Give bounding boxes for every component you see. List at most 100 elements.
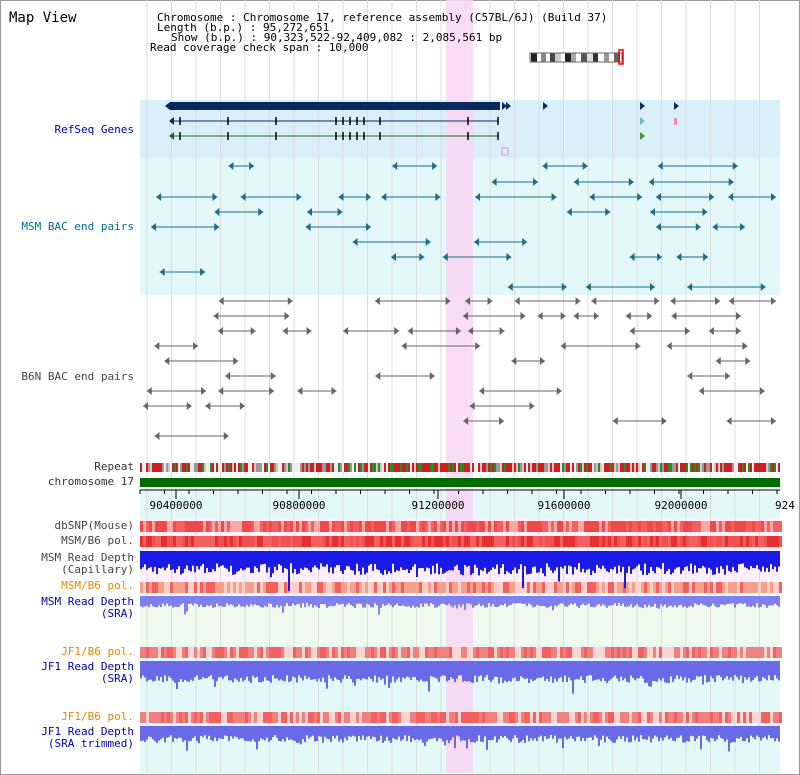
depth-bar [248,661,250,681]
pol-cell [680,536,683,547]
depth-bar [146,596,148,606]
pol-cell [701,521,704,532]
track-label-msm-depth-sra-1[interactable]: MSM Read Depth [41,595,134,608]
depth-bar [480,551,482,570]
track-label-jf1-depth-trim-1[interactable]: JF1 Read Depth [41,725,134,738]
depth-bar [728,596,730,604]
pol-cell [767,521,770,532]
pol-cell [362,712,365,723]
depth-bar [354,726,356,737]
depth-bar [554,726,556,736]
pol-cell [746,647,749,658]
depth-bar [432,596,434,605]
repeat-element [284,463,286,472]
pol-cell [716,521,719,532]
pol-cell [623,712,626,723]
pol-cell [725,536,728,547]
depth-bar [216,551,218,564]
bac-end-left [143,402,149,410]
depth-bar [192,551,194,566]
depth-bar [728,726,730,752]
depth-bar [224,661,226,677]
pol-cell [296,647,299,658]
depth-bar [726,726,728,740]
coverage-value: 10,000 [328,41,369,54]
pol-cell [539,647,542,658]
pol-cell [233,712,236,723]
pol-cell [674,647,677,658]
depth-bar [156,661,158,676]
depth-bar [614,551,616,567]
bac-end-left [670,297,676,305]
depth-bar [776,551,778,572]
depth-bar [528,551,530,575]
pol-cell [395,521,398,532]
bac-end-right [269,387,275,395]
pol-cell [638,647,641,658]
track-label-msm-b6-pol-1[interactable]: MSM/B6 pol. [61,534,134,547]
pol-cell [548,582,551,593]
depth-bar [150,661,152,680]
pol-cell [629,712,632,723]
pol-cell [770,712,773,723]
repeat-element [738,463,740,472]
pol-cell [644,521,647,532]
track-label-b6n-bac[interactable]: B6N BAC end pairs [21,370,134,383]
pol-cell [728,536,731,547]
pol-cell [215,582,218,593]
track-label-jf1-b6-pol-2[interactable]: JF1/B6 pol. [61,710,134,723]
depth-bar [210,596,212,606]
depth-bar [560,596,562,604]
ideogram-band [581,53,587,62]
depth-bar [626,596,628,607]
depth-bar [516,596,518,604]
depth-bar [716,551,718,568]
repeat-element [596,463,598,472]
depth-bar [282,551,284,573]
depth-bar [406,551,408,570]
track-label-msm-depth-cap-1[interactable]: MSM Read Depth [41,551,134,564]
depth-bar [678,551,680,567]
pol-cell [731,712,734,723]
pol-cell [173,521,176,532]
pol-cell [305,582,308,593]
track-label-dbsnp[interactable]: dbSNP(Mouse) [54,519,134,532]
pol-cell [227,712,230,723]
repeat-element [586,463,588,472]
depth-bar [720,551,722,567]
track-label-repeat[interactable]: Repeat [94,460,134,473]
repeat-element [692,463,694,472]
depth-bar [508,726,510,740]
track-label-msm-b6-pol-2[interactable]: MSM/B6 pol. [61,579,134,592]
pol-cell [689,521,692,532]
pol-cell [167,712,170,723]
depth-bar [634,551,636,569]
depth-bar [772,726,774,739]
depth-bar [244,551,246,570]
pol-cell [191,647,194,658]
track-label-msm-bac[interactable]: MSM BAC end pairs [21,220,134,233]
track-label-chromosome[interactable]: chromosome 17 [47,475,134,488]
track-label-jf1-depth-1[interactable]: JF1 Read Depth [41,660,134,673]
depth-bar [544,551,546,577]
depth-bar [370,661,372,679]
repeat-element [592,463,594,472]
pol-cell [479,712,482,723]
depth-bar [210,726,212,740]
pol-cell [542,712,545,723]
depth-bar [576,596,578,607]
depth-bar [388,551,390,572]
track-label-jf1-b6-pol-1[interactable]: JF1/B6 pol. [61,645,134,658]
pol-cell [434,536,437,547]
depth-bar [168,596,170,607]
pol-cell [719,712,722,723]
repeat-element [566,463,568,472]
pol-cell [407,647,410,658]
depth-bar [764,596,766,606]
depth-bar [206,551,208,569]
pol-cell [482,647,485,658]
depth-bar [712,661,714,679]
track-label-refseq[interactable]: RefSeq Genes [54,123,134,136]
depth-bar [690,551,692,564]
